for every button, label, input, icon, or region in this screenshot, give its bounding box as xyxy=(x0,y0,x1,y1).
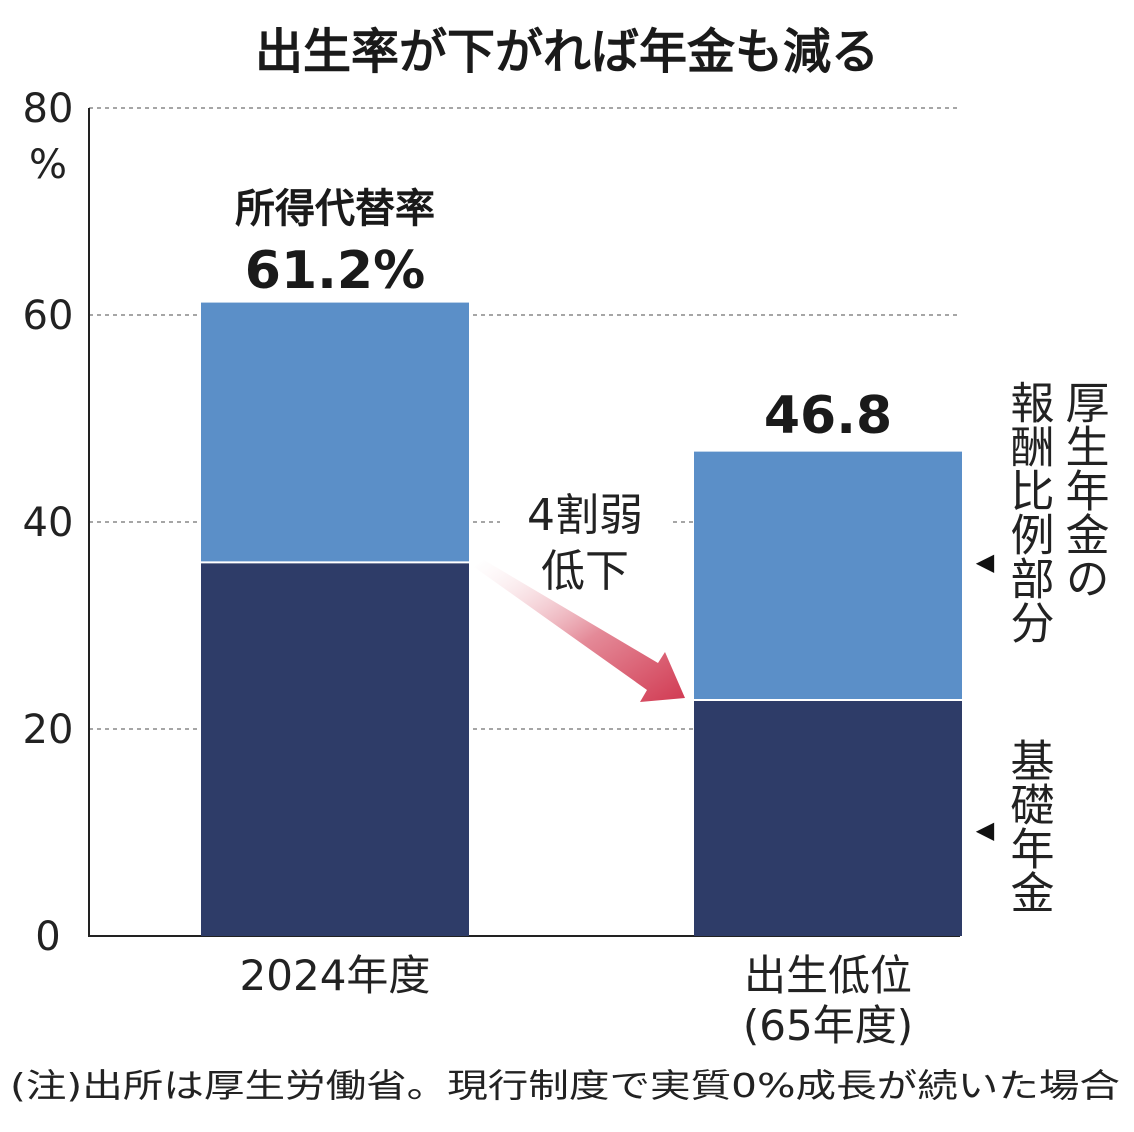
bar-basic-pension-1 xyxy=(694,700,962,936)
y-axis-ticks: 0 20 40 60 80 xyxy=(23,86,74,960)
chart-title: 出生率が下がれば年金も減る xyxy=(255,24,879,80)
y-axis-unit: % xyxy=(29,142,67,188)
bar-basic-pension-0 xyxy=(201,562,469,936)
y-tick-label-60: 60 xyxy=(23,293,74,339)
decline-arrow xyxy=(474,560,685,702)
y-tick-label-0: 0 xyxy=(35,914,60,960)
bar-earnings-related-1 xyxy=(694,451,962,701)
y-tick-label-20: 20 xyxy=(23,707,74,753)
y-tick-label-80: 80 xyxy=(23,86,74,132)
total-label-low-fertility: 46.8 xyxy=(764,386,892,446)
bars xyxy=(201,302,962,936)
category-sublabel-low-fertility: (65年度) xyxy=(743,1001,913,1050)
decline-annotation-line1: 4割弱 xyxy=(527,490,643,541)
y-tick-label-40: 40 xyxy=(23,500,74,546)
legend-upper-col-right: 厚生年金の xyxy=(1058,380,1109,600)
category-label-2024: 2024年度 xyxy=(240,951,431,1000)
category-label-low-fertility: 出生低位 xyxy=(744,951,912,1000)
bar-earnings-related-0 xyxy=(201,302,469,563)
total-label-2024: 61.2% xyxy=(245,241,425,301)
decline-annotation-line2: 低下 xyxy=(541,546,629,597)
source-note: (注)出所は厚生労働省。現行制度で実質0%成長が続いた場合 xyxy=(10,1066,1120,1105)
legend-lower-marker: ◀ xyxy=(976,816,995,844)
annotation-background xyxy=(500,488,670,593)
total-heading: 所得代替率 xyxy=(235,186,435,232)
legend-upper-col-left: 報酬比例部分 xyxy=(1003,380,1054,644)
legend-lower-label: 基礎年金 xyxy=(1003,738,1054,914)
legend-upper-marker: ◀ xyxy=(976,548,995,576)
